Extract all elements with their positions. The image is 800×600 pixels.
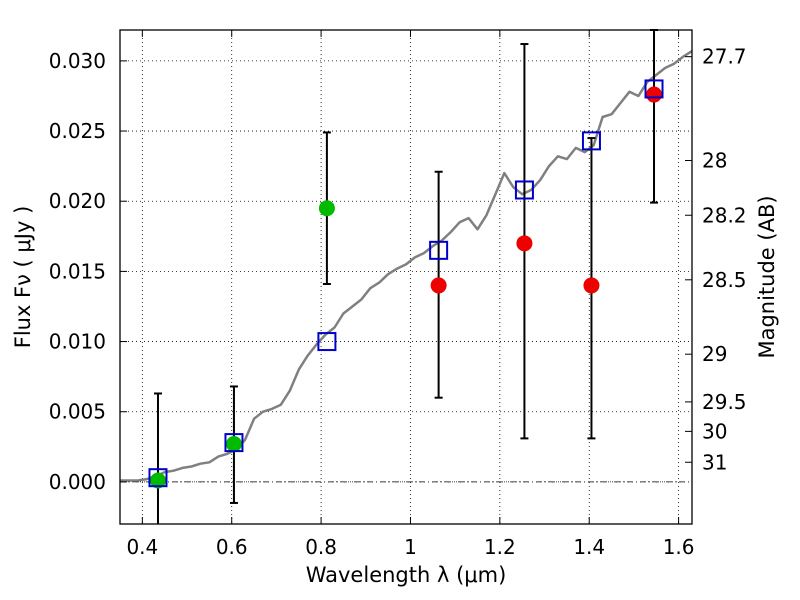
y2-tick-label: 28.5 xyxy=(702,268,747,292)
y2-tick-label: 28.2 xyxy=(702,203,747,227)
y-axis-ticks: 0.000 0.005 0.010 0.015 0.020 0.025 0.030 xyxy=(49,49,127,494)
x-axis-title: Wavelength λ (μm) xyxy=(306,563,507,587)
y2-tick-label: 29 xyxy=(702,342,727,366)
red-data-point xyxy=(646,86,663,103)
green-data-point xyxy=(318,200,335,217)
y-tick-label: 0.000 xyxy=(49,470,106,494)
green-data-point xyxy=(225,436,242,453)
model-square-marker xyxy=(581,131,601,151)
y2-tick-label: 31 xyxy=(702,450,727,474)
y2-tick-label: 30 xyxy=(702,419,727,443)
y-tick-label: 0.010 xyxy=(49,330,106,354)
x-tick-label: 1 xyxy=(404,535,417,559)
plot-frame xyxy=(119,29,693,525)
y-tick-label: 0.015 xyxy=(49,259,106,283)
red-data-point xyxy=(583,277,600,294)
x-tick-label: 1.2 xyxy=(484,535,516,559)
y-axis-title: Flux Fν ( μJy ) xyxy=(11,206,35,349)
x-tick-label: 0.8 xyxy=(305,535,337,559)
model-square-marker xyxy=(317,332,337,352)
y-tick-label: 0.030 xyxy=(49,49,106,73)
y2-tick-label: 28 xyxy=(702,149,727,173)
y-tick-label: 0.020 xyxy=(49,189,106,213)
y2-tick-label: 27.7 xyxy=(702,45,747,69)
x-axis-ticks: 0.4 0.6 0.8 1 1.2 1.4 1.6 xyxy=(126,30,695,559)
red-data-point xyxy=(516,235,533,252)
x-tick-label: 1.4 xyxy=(573,535,605,559)
x-tick-label: 0.4 xyxy=(126,535,158,559)
model-square-marker xyxy=(429,240,449,260)
spectrum-layer xyxy=(120,50,693,482)
spectrum-line xyxy=(120,50,693,482)
x-tick-label: 0.6 xyxy=(216,535,248,559)
x-tick-label: 1.6 xyxy=(663,535,695,559)
model-square-marker xyxy=(224,433,244,453)
y2-axis-ticks: 27.7 28 28.2 28.5 29 29.5 30 31 xyxy=(685,45,747,474)
model-square-marker xyxy=(644,79,664,99)
red-data-point xyxy=(430,277,447,294)
grid-lines xyxy=(120,30,692,524)
model-square-marker xyxy=(148,468,168,488)
y2-axis-title: Magnitude (AB) xyxy=(755,195,779,358)
model-square-marker xyxy=(514,180,534,200)
y2-tick-label: 29.5 xyxy=(702,390,747,414)
y-tick-label: 0.025 xyxy=(49,119,106,143)
y-tick-label: 0.005 xyxy=(49,400,106,424)
marker-layer xyxy=(148,79,664,489)
